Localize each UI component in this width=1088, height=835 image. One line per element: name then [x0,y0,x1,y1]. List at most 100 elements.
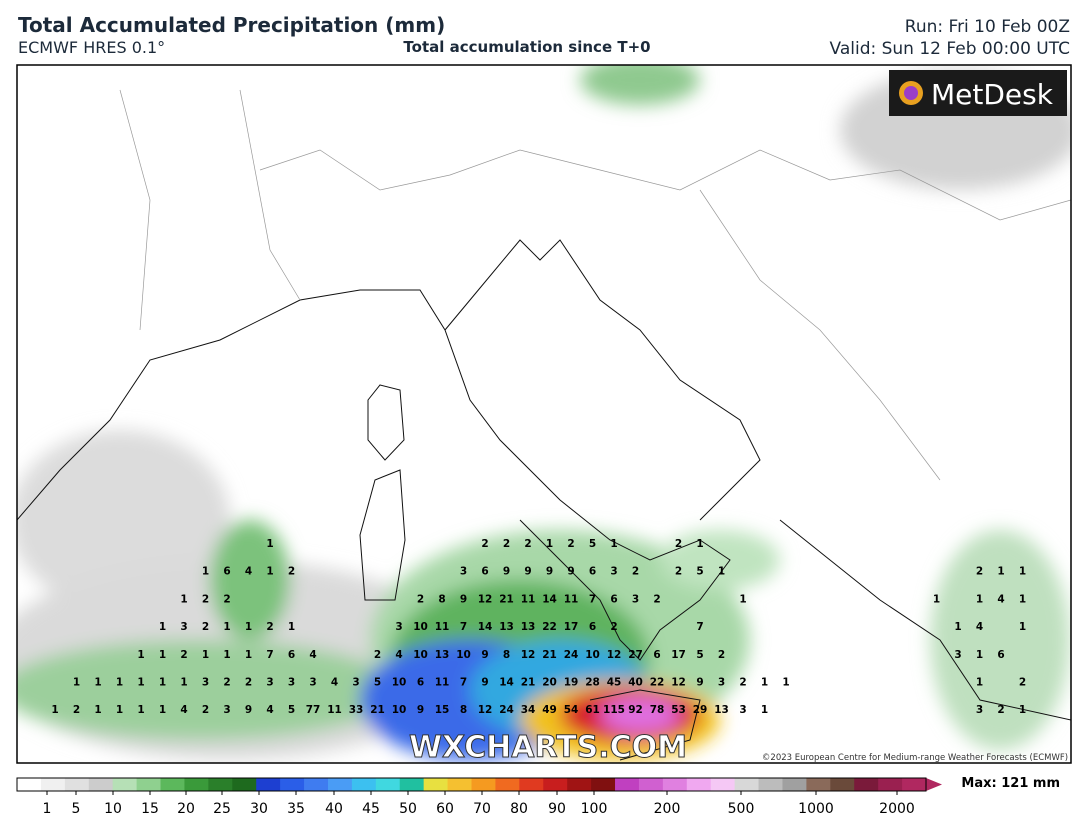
colorbar-bin [160,778,185,791]
colorbar-bin [399,778,425,791]
grid-value: 1 [245,621,252,633]
grid-value: 10 [413,621,428,633]
grid-value: 27 [628,649,643,661]
precip-field [17,65,1071,760]
grid-value: 1 [159,677,166,689]
grid-value: 3 [976,704,983,716]
grid-value: 3 [610,566,617,578]
grid-value: 1 [288,621,295,633]
grid-value: 1 [976,677,983,689]
grid-value: 1 [159,649,166,661]
grid-value: 2 [223,677,230,689]
grid-value: 24 [564,649,579,661]
colorbar-label: 30 [250,801,268,817]
colorbar-bin [327,778,353,791]
grid-value: 6 [610,593,617,605]
grid-value: 1 [223,649,230,661]
grid-value: 14 [478,621,493,633]
colorbar-label: 50 [399,801,417,817]
grid-value: 1 [782,677,789,689]
colorbar-label: 2000 [879,801,915,817]
grid-value: 3 [739,704,746,716]
grid-value: 2 [223,593,230,605]
grid-value: 17 [564,621,579,633]
grid-value: 7 [589,593,596,605]
grid-value: 12 [671,677,686,689]
grid-value: 3 [632,593,639,605]
grid-value: 6 [481,566,488,578]
colorbar-bin [280,778,305,791]
colorbar-arrow [926,778,942,791]
grid-value: 8 [438,593,445,605]
map: MetDesk WXCHARTS.COM ©2023 European Cent… [17,65,1071,763]
colorbar-bin [495,778,520,791]
grid-value: 9 [481,677,488,689]
colorbar-label: 5 [72,801,81,817]
grid-value: 9 [503,566,510,578]
grid-value: 10 [456,649,471,661]
grid-value: 1 [245,649,252,661]
colorbar-label: 60 [436,801,454,817]
grid-value: 1 [1019,566,1026,578]
colorbar-bin [638,778,664,791]
grid-value: 1 [94,704,101,716]
grid-value: 3 [460,566,467,578]
grid-value: 2 [417,593,424,605]
grid-value: 2 [675,566,682,578]
grid-value: 2 [266,621,273,633]
colorbar-bin [208,778,233,791]
grid-value: 2 [202,593,209,605]
grid-value: 45 [607,677,622,689]
colorbar-bin [543,778,568,791]
map-frame [16,64,1072,764]
grid-value: 1 [137,704,144,716]
grid-value: 6 [288,649,295,661]
grid-value: 1 [94,677,101,689]
grid-value: 54 [564,704,579,716]
grid-value: 34 [521,704,536,716]
run: Run: Fri 10 Feb 00Z [905,17,1070,37]
grid-value: 2 [524,538,531,550]
colorbar-label: 40 [325,801,343,817]
colorbar-label: 1 [43,801,52,817]
colorbar-label: 25 [213,801,231,817]
colorbar-bin [88,778,114,791]
grid-value: 7 [696,621,703,633]
grid-value: 1 [51,704,58,716]
colorbar-label: 80 [510,801,528,817]
grid-value: 2 [481,538,488,550]
grid-value: 49 [542,704,557,716]
credit: ©2023 European Centre for Medium-range W… [762,753,1068,763]
grid-value: 5 [696,649,703,661]
colorbar-label: 1000 [798,801,834,817]
grid-value: 11 [435,677,450,689]
colorbar-label: 100 [581,801,608,817]
grid-value: 3 [288,677,295,689]
grid-value: 2 [288,566,295,578]
grid-value: 19 [564,677,579,689]
grid-value: 10 [585,649,600,661]
grid-value: 8 [503,649,510,661]
grid-value: 3 [352,677,359,689]
grid-value: 10 [392,677,407,689]
colorbar-label: 15 [141,801,159,817]
grid-value: 28 [585,677,600,689]
grid-value: 29 [693,704,708,716]
grid-value: 2 [997,704,1004,716]
max-label: Max: 121 mm [961,776,1060,791]
coastlines [17,239,1071,761]
grid-value: 1 [73,677,80,689]
grid-value: 53 [671,704,686,716]
title: Total Accumulated Precipitation (mm) [18,13,445,37]
grid-value: 2 [653,593,660,605]
grid-value: 2 [73,704,80,716]
grid-value: 9 [245,704,252,716]
colorbar-bin [184,778,209,791]
grid-value: 24 [499,704,514,716]
grid-value: 20 [542,677,557,689]
grid-value: 2 [976,566,983,578]
colorbar-bin [686,778,712,791]
grid-value: 17 [671,649,686,661]
grid-value: 5 [374,677,381,689]
